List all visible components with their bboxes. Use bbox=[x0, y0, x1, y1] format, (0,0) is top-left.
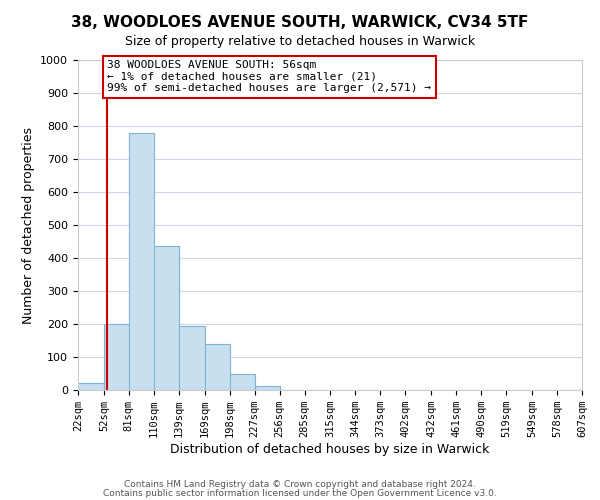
Bar bbox=[230, 374, 254, 390]
Text: Size of property relative to detached houses in Warwick: Size of property relative to detached ho… bbox=[125, 35, 475, 48]
Bar bbox=[104, 324, 129, 390]
Bar bbox=[129, 132, 154, 390]
Bar bbox=[179, 326, 205, 390]
Y-axis label: Number of detached properties: Number of detached properties bbox=[22, 126, 35, 324]
Bar bbox=[205, 344, 230, 390]
Bar bbox=[254, 386, 280, 390]
X-axis label: Distribution of detached houses by size in Warwick: Distribution of detached houses by size … bbox=[170, 443, 490, 456]
Text: Contains HM Land Registry data © Crown copyright and database right 2024.: Contains HM Land Registry data © Crown c… bbox=[124, 480, 476, 489]
Text: 38, WOODLOES AVENUE SOUTH, WARWICK, CV34 5TF: 38, WOODLOES AVENUE SOUTH, WARWICK, CV34… bbox=[71, 15, 529, 30]
Bar bbox=[154, 246, 179, 390]
Text: Contains public sector information licensed under the Open Government Licence v3: Contains public sector information licen… bbox=[103, 488, 497, 498]
Text: 38 WOODLOES AVENUE SOUTH: 56sqm
← 1% of detached houses are smaller (21)
99% of : 38 WOODLOES AVENUE SOUTH: 56sqm ← 1% of … bbox=[107, 60, 431, 93]
Bar bbox=[78, 384, 104, 390]
